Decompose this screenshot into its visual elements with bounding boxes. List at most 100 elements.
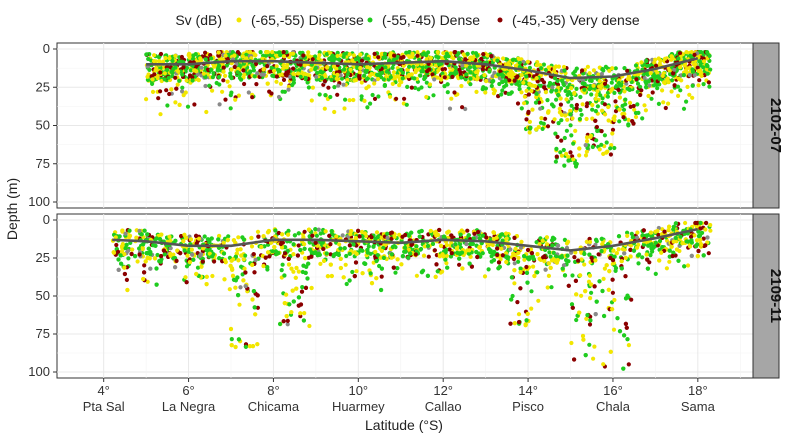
data-point <box>552 65 557 70</box>
data-point <box>310 233 315 238</box>
data-point <box>365 64 370 70</box>
data-point <box>419 69 424 74</box>
data-point <box>559 78 565 83</box>
data-point <box>527 130 532 135</box>
data-point <box>270 50 275 55</box>
data-point <box>427 82 433 87</box>
data-point <box>384 69 389 74</box>
data-point <box>164 88 169 93</box>
data-point <box>325 274 330 279</box>
data-point <box>176 69 181 74</box>
data-point <box>556 64 562 69</box>
data-point <box>534 76 539 81</box>
data-point <box>301 53 306 58</box>
data-point <box>500 74 505 79</box>
data-point <box>593 109 599 114</box>
data-point <box>291 242 296 247</box>
data-point <box>568 112 573 117</box>
data-point <box>154 266 159 271</box>
data-point <box>606 118 611 123</box>
data-point <box>417 229 422 234</box>
data-point <box>623 321 629 326</box>
data-point <box>189 247 194 252</box>
y-tick-label: 25 <box>36 79 50 94</box>
data-point <box>561 147 566 153</box>
data-point <box>163 55 168 61</box>
data-point <box>334 76 339 81</box>
data-point <box>612 90 617 95</box>
data-point <box>530 107 535 112</box>
data-point <box>125 287 130 293</box>
data-point <box>238 72 243 77</box>
data-point <box>375 76 381 82</box>
data-point <box>554 97 559 102</box>
data-point <box>479 56 484 61</box>
data-point <box>594 92 599 98</box>
data-point <box>667 259 672 264</box>
data-point <box>420 52 425 57</box>
data-point <box>456 51 461 56</box>
data-point <box>517 60 522 65</box>
data-point <box>114 242 119 248</box>
data-point <box>350 269 355 275</box>
data-point <box>328 68 333 73</box>
data-point <box>253 53 258 58</box>
data-point <box>526 92 532 97</box>
data-point <box>593 96 599 101</box>
data-point <box>653 271 658 276</box>
data-point <box>598 93 603 98</box>
data-point <box>558 96 563 101</box>
data-point <box>169 87 174 92</box>
data-point <box>255 293 260 298</box>
data-point <box>500 232 505 237</box>
data-point <box>564 151 569 156</box>
data-point <box>194 69 199 74</box>
data-point <box>565 117 570 122</box>
data-point <box>309 285 314 291</box>
data-point <box>473 51 479 56</box>
data-point <box>438 243 444 248</box>
data-point <box>239 253 244 258</box>
data-point <box>566 158 571 163</box>
data-point <box>281 319 286 324</box>
data-point <box>261 72 266 77</box>
data-point <box>594 299 599 304</box>
data-point <box>134 235 139 240</box>
data-point <box>204 109 209 115</box>
data-point <box>148 266 153 271</box>
data-point <box>612 297 617 303</box>
data-point <box>376 94 381 99</box>
data-point <box>644 85 649 90</box>
data-point <box>409 85 414 90</box>
y-tick-label: 75 <box>36 156 50 171</box>
data-point <box>513 252 518 258</box>
legend: Sv (dB) (-65,-55) Disperse (-55,-45) Den… <box>175 12 640 28</box>
data-point <box>277 68 282 73</box>
data-point <box>521 80 526 85</box>
data-point <box>532 273 537 279</box>
data-point <box>364 86 369 91</box>
data-point <box>202 234 207 239</box>
data-point <box>535 270 540 275</box>
data-point <box>130 247 135 252</box>
data-point <box>165 67 170 72</box>
data-point <box>359 58 365 63</box>
data-point <box>152 53 157 58</box>
data-point <box>369 281 375 286</box>
data-point <box>209 67 214 72</box>
data-point <box>474 89 479 94</box>
data-point <box>499 92 504 97</box>
data-point <box>504 236 509 241</box>
data-point <box>636 261 641 266</box>
data-point <box>383 55 388 60</box>
data-point <box>653 229 658 234</box>
data-point <box>274 79 279 84</box>
data-point <box>628 247 633 252</box>
data-point <box>199 264 204 269</box>
data-point <box>357 74 362 79</box>
data-point <box>587 342 592 347</box>
data-point <box>313 227 318 232</box>
data-point <box>695 238 700 243</box>
data-point <box>610 127 616 132</box>
data-point <box>147 256 152 261</box>
